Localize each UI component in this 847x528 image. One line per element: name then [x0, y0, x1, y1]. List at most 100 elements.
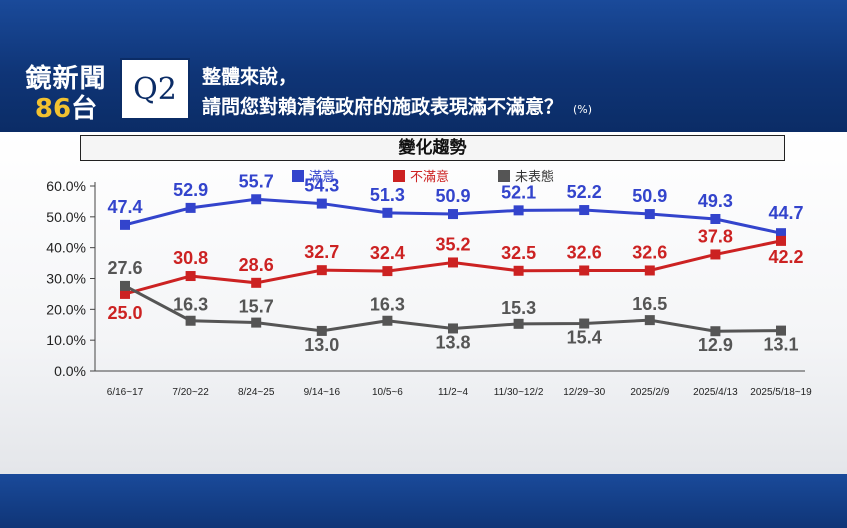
- data-point-滿意: [185, 202, 196, 213]
- data-point-滿意: [251, 194, 262, 205]
- data-point-不滿意: [710, 249, 721, 260]
- question-line-1: 整體來說，: [202, 66, 298, 88]
- data-label-未表態: 16.3: [370, 295, 405, 315]
- y-tick-label: 20.0%: [46, 301, 86, 317]
- data-label-不滿意: 32.6: [567, 242, 602, 262]
- data-label-未表態: 13.8: [435, 332, 470, 352]
- question-label-box: Q2: [120, 58, 190, 120]
- data-label-滿意: 52.9: [173, 180, 208, 200]
- data-label-滿意: 52.1: [501, 182, 536, 202]
- x-tick-label: 8/24~25: [238, 387, 275, 398]
- y-tick-label: 40.0%: [46, 240, 86, 256]
- data-point-滿意: [382, 207, 393, 218]
- legend-label-undecided: 未表態: [515, 170, 555, 185]
- data-point-未表態: [710, 326, 721, 337]
- question-unit: (%): [573, 103, 593, 116]
- data-point-未表態: [579, 318, 590, 329]
- data-point-不滿意: [120, 288, 130, 299]
- data-label-未表態: 15.7: [239, 297, 274, 317]
- data-point-未表態: [644, 315, 655, 326]
- data-point-未表態: [185, 315, 196, 326]
- data-point-不滿意: [448, 257, 458, 268]
- x-tick-label: 10/5~6: [372, 387, 403, 398]
- data-point-滿意: [579, 205, 590, 216]
- data-label-滿意: 44.7: [768, 203, 803, 223]
- data-point-不滿意: [776, 235, 786, 246]
- chart-panel: 變化趨勢 滿意 不滿意 未表態: [0, 132, 847, 474]
- data-point-不滿意: [185, 271, 196, 282]
- y-tick-label: 30.0%: [46, 271, 86, 287]
- question-line-2: 請問您對賴清德政府的施政表現滿不滿意？ (%): [202, 92, 592, 119]
- data-label-未表態: 16.3: [173, 295, 208, 315]
- data-point-未表態: [513, 318, 524, 329]
- data-point-滿意: [513, 205, 524, 216]
- y-tick-label: 60.0%: [46, 178, 86, 194]
- data-label-不滿意: 25.0: [107, 303, 142, 323]
- x-tick-label: 6/16~17: [107, 387, 144, 398]
- data-label-滿意: 52.2: [567, 182, 602, 202]
- data-point-滿意: [448, 209, 458, 220]
- data-label-未表態: 12.9: [698, 335, 733, 355]
- data-point-未表態: [251, 317, 262, 328]
- data-label-滿意: 54.3: [304, 176, 339, 196]
- legend-item-dissatisfied: 不滿意: [393, 166, 449, 185]
- legend-item-satisfied: 滿意: [292, 166, 335, 185]
- y-tick-label: 0.0%: [54, 363, 86, 379]
- data-point-不滿意: [579, 265, 590, 276]
- chart-legend: 滿意 不滿意 未表態: [0, 166, 847, 186]
- brand-channel-suffix: 台: [71, 94, 98, 124]
- x-tick-label: 9/14~16: [304, 387, 341, 398]
- data-label-不滿意: 37.8: [698, 226, 733, 246]
- data-label-未表態: 16.5: [632, 294, 667, 314]
- question-text: 整體來說， 請問您對賴清德政府的施政表現滿不滿意？ (%): [198, 58, 798, 124]
- data-point-滿意: [776, 228, 786, 239]
- data-point-未表態: [382, 315, 393, 326]
- legend-label-dissatisfied: 不滿意: [410, 170, 450, 185]
- data-point-不滿意: [316, 265, 327, 276]
- data-label-滿意: 47.4: [107, 197, 142, 217]
- data-label-滿意: 50.9: [632, 186, 667, 206]
- x-tick-label: 12/29~30: [563, 387, 605, 398]
- data-point-未表態: [776, 325, 786, 336]
- question-line-2-text: 請問您對賴清德政府的施政表現滿不滿意？: [202, 96, 564, 118]
- footer-band: [0, 474, 847, 528]
- data-label-不滿意: 30.8: [173, 248, 208, 268]
- y-tick-label: 50.0%: [46, 209, 86, 225]
- brand-name: 鏡新聞: [25, 64, 107, 94]
- x-tick-label: 2025/4/13: [693, 387, 738, 398]
- data-point-滿意: [120, 219, 130, 230]
- data-label-滿意: 50.9: [435, 186, 470, 206]
- data-label-不滿意: 32.7: [304, 242, 339, 262]
- x-tick-label: 11/2~4: [438, 387, 469, 398]
- x-tick-label: 7/20~22: [172, 387, 209, 398]
- data-label-滿意: 49.3: [698, 191, 733, 211]
- line-chart: 60.0% 50.0% 40.0% 30.0% 20.0% 10.0% 0.0% 6/16~1…: [46, 171, 812, 398]
- data-label-不滿意: 42.2: [768, 247, 803, 267]
- y-tick-label: 10.0%: [46, 332, 86, 348]
- data-label-不滿意: 28.6: [239, 255, 274, 275]
- data-point-不滿意: [382, 266, 393, 277]
- chart-title: 變化趨勢: [80, 135, 785, 161]
- x-tick-label: 2025/2/9: [630, 387, 669, 398]
- data-label-未表態: 13.1: [763, 335, 798, 355]
- brand-channel-number: 86: [34, 94, 72, 124]
- data-label-未表態: 27.6: [107, 258, 142, 278]
- data-label-不滿意: 32.4: [370, 243, 405, 263]
- legend-swatch-dissatisfied: [393, 169, 405, 182]
- data-point-滿意: [316, 198, 327, 209]
- data-point-未表態: [316, 325, 327, 336]
- data-label-滿意: 55.7: [239, 171, 274, 191]
- data-point-滿意: [644, 209, 655, 220]
- data-point-未表態: [120, 280, 130, 291]
- data-label-滿意: 51.3: [370, 185, 405, 205]
- header-band: 鏡新聞 86台 Q2 整體來說， 請問您對賴清德政府的施政表現滿不滿意？ (%): [0, 0, 847, 132]
- brand-channel: 86台: [18, 88, 114, 125]
- data-point-不滿意: [513, 265, 524, 276]
- x-tick-label: 2025/5/18~19: [750, 387, 812, 398]
- data-point-滿意: [710, 213, 721, 224]
- x-tick-label: 11/30~12/2: [494, 387, 544, 398]
- data-point-不滿意: [644, 265, 655, 276]
- data-label-未表態: 15.4: [567, 328, 602, 348]
- data-label-不滿意: 32.5: [501, 243, 536, 263]
- data-label-不滿意: 32.6: [632, 242, 667, 262]
